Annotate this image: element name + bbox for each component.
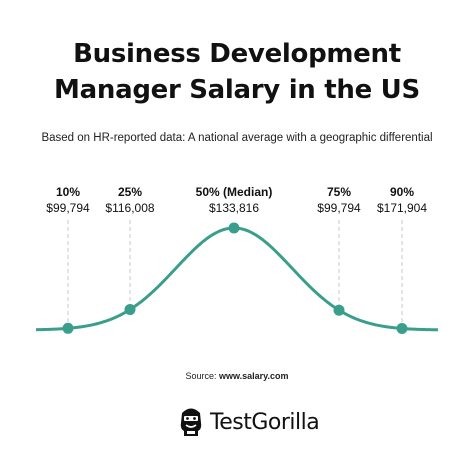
percentile-point: [396, 322, 408, 334]
chart-title: Business Development Manager Salary in t…: [0, 36, 474, 108]
chart-subtitle: Based on HR-reported data: A national av…: [41, 132, 433, 144]
percentile-label: 75%: [327, 185, 351, 199]
title-line-2: Manager Salary in the US: [54, 75, 420, 105]
percentile-point: [333, 304, 345, 316]
brand-name: TestGorilla: [210, 409, 320, 435]
title-line-1: Business Development: [73, 39, 401, 69]
source-link: www.salary.com: [219, 371, 289, 381]
bell-curve: [35, 226, 439, 332]
percentile-point: [62, 322, 74, 334]
salary-label: $99,794: [46, 201, 90, 215]
salary-label: $99,794: [317, 201, 361, 215]
percentile-point: [228, 222, 240, 234]
percentile-label: 90%: [390, 185, 414, 199]
salary-label: $171,904: [377, 201, 427, 215]
source-prefix: Source:: [185, 371, 219, 381]
percentile-label: 10%: [56, 185, 80, 199]
brand-logo: TestGorilla: [178, 404, 320, 440]
percentile-label: 50% (Median): [196, 185, 273, 199]
percentile-label: 25%: [118, 185, 142, 199]
percentile-point: [124, 304, 136, 316]
gorilla-icon: [180, 408, 202, 436]
salary-label: $116,008: [105, 201, 154, 215]
salary-label: $133,816: [209, 201, 259, 215]
source-note: Source: www.salary.com: [0, 371, 474, 381]
